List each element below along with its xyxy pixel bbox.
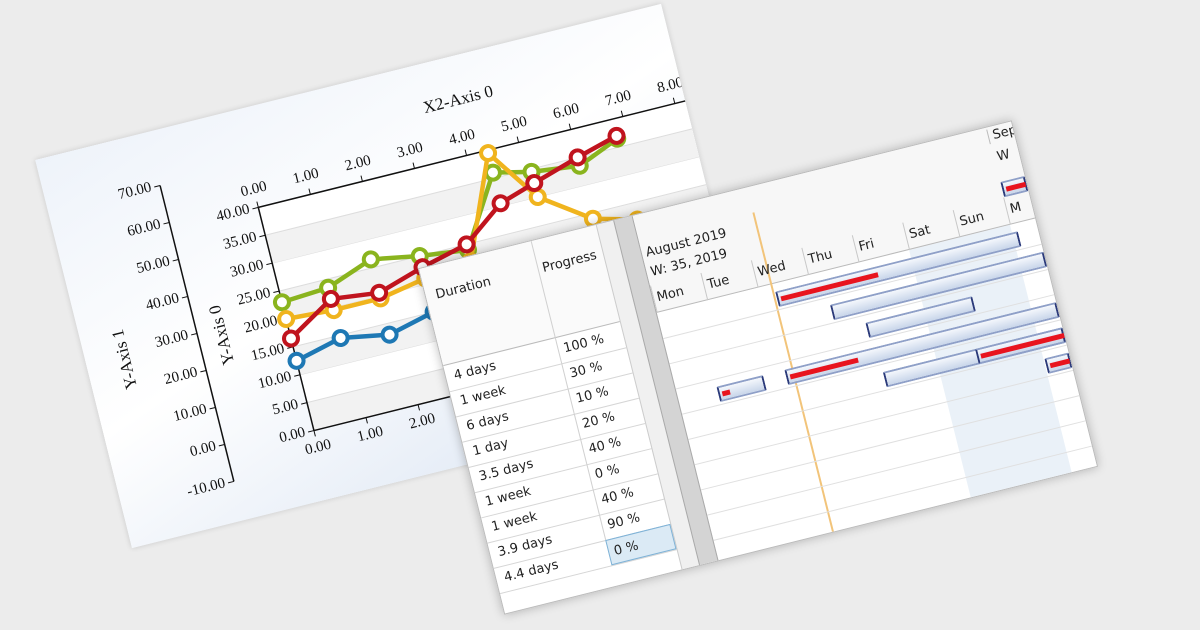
- y-tick: [266, 262, 273, 266]
- x2-tick-label: 5.00: [499, 114, 528, 136]
- data-point: [607, 126, 626, 145]
- x-tick-label: 2.00: [408, 411, 437, 433]
- data-point: [331, 328, 350, 347]
- x2-tick-label: 6.00: [552, 101, 581, 123]
- x-tick-label: 1.00: [356, 424, 385, 446]
- row-line: [713, 445, 1093, 541]
- data-point: [287, 351, 306, 370]
- x2-tick: [360, 175, 363, 182]
- y2-tick: [200, 369, 207, 373]
- data-point: [370, 283, 389, 302]
- y-tick: [259, 234, 266, 238]
- data-point: [457, 235, 476, 254]
- x2-tick-label: 0.00: [239, 178, 268, 200]
- x2-tick: [516, 136, 520, 143]
- x2-tick: [672, 97, 676, 104]
- y-tick-label: 15.00: [250, 341, 287, 365]
- y2-tick-label: 20.00: [163, 364, 200, 388]
- x2-tick-label: 2.00: [343, 152, 372, 174]
- y2-tick: [209, 406, 216, 410]
- x2-tick-label: 4.00: [447, 127, 476, 149]
- data-point: [272, 293, 291, 312]
- y2-tick: [218, 443, 225, 447]
- x2-axis: [258, 100, 686, 209]
- y2-tick-label: 30.00: [153, 327, 190, 351]
- x-tick: [313, 430, 316, 437]
- y2-tick-label: 50.00: [135, 253, 172, 277]
- y-tick: [273, 290, 280, 294]
- data-point: [568, 148, 587, 167]
- y2-tick: [154, 185, 161, 188]
- y2-tick-label: 10.00: [172, 401, 209, 425]
- data-point: [321, 289, 340, 308]
- y2-tick-label: 40.00: [144, 290, 181, 314]
- y2-tick: [163, 222, 170, 225]
- y-tick-label: 5.00: [271, 397, 300, 419]
- y2-tick-label: 70.00: [117, 179, 154, 203]
- data-point: [479, 144, 498, 163]
- y-tick-label: 25.00: [236, 285, 273, 309]
- y-tick: [301, 402, 308, 405]
- y2-tick: [172, 259, 179, 262]
- x2-tick: [308, 188, 311, 195]
- x-tick: [417, 404, 421, 411]
- x2-tick: [620, 110, 624, 117]
- y-tick: [252, 206, 259, 210]
- y-tick-label: 10.00: [256, 369, 293, 393]
- y2-axis: [159, 185, 235, 482]
- x2-axis-title: X2-Axis 0: [421, 81, 495, 117]
- x2-tick-label: 8.00: [656, 75, 685, 97]
- y2-tick: [181, 295, 188, 299]
- y2-tick: [191, 332, 198, 336]
- x2-tick: [464, 149, 468, 156]
- y-tick-label: 35.00: [222, 229, 259, 253]
- y-tick: [294, 374, 301, 377]
- data-point: [281, 329, 300, 348]
- y-tick-label: 30.00: [229, 257, 266, 281]
- y-tick-label: 20.00: [243, 313, 280, 337]
- y-tick-label: 0.00: [278, 424, 307, 446]
- x2-tick: [568, 123, 572, 130]
- y2-tick: [227, 480, 234, 484]
- x2-tick: [412, 162, 415, 169]
- x2-tick-label: 1.00: [291, 165, 320, 187]
- x-tick-label: 0.00: [303, 437, 332, 459]
- data-point: [525, 174, 544, 193]
- x2-tick-label: 3.00: [395, 140, 424, 162]
- y-tick-label: 40.00: [215, 201, 252, 225]
- y-tick: [307, 430, 315, 433]
- x-tick: [365, 417, 368, 424]
- data-point: [380, 325, 399, 344]
- data-point: [361, 250, 380, 269]
- y2-axis-title: Y-Axis 1: [108, 327, 141, 391]
- y2-tick-label: 0.00: [188, 438, 217, 460]
- data-point: [277, 309, 296, 328]
- x2-tick-label: 7.00: [604, 88, 633, 110]
- y2-tick-label: -10.00: [185, 475, 226, 500]
- y2-tick-label: 60.00: [126, 216, 163, 240]
- x2-tick: [256, 201, 259, 208]
- data-point: [491, 194, 510, 213]
- y-axis-title: Y-Axis 0: [205, 303, 238, 367]
